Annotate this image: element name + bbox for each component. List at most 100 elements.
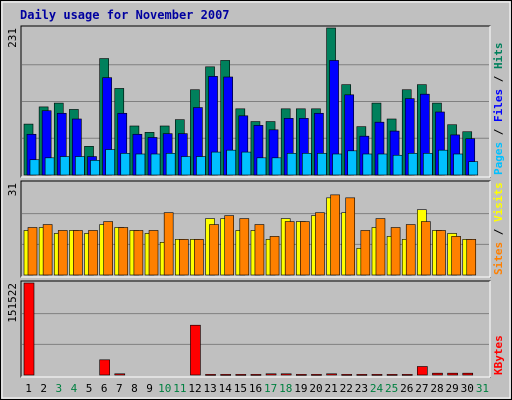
bar-pages-day-3 — [59, 156, 70, 176]
x-tick-label-day-2: 2 — [40, 382, 47, 395]
bar-sites-day-27 — [421, 221, 431, 276]
bar-pages-day-28 — [438, 149, 448, 176]
bar-pages-day-18 — [286, 153, 297, 176]
legend-separator: / — [492, 69, 505, 89]
bar-pages-day-6 — [105, 149, 115, 176]
bar-pages-day-8 — [135, 153, 146, 176]
bar-kbytes-day-21 — [326, 373, 337, 376]
bar-sites-day-12 — [194, 239, 204, 276]
x-tick-label-day-12: 12 — [188, 382, 201, 395]
bar-sites-day-1 — [27, 227, 38, 276]
bar-kbytes-day-19 — [296, 374, 307, 376]
bar-pages-day-13 — [211, 151, 221, 176]
bar-pages-day-4 — [75, 156, 85, 176]
bar-pages-day-2 — [44, 157, 55, 176]
legend-pages-files-hits: Pages / Files / Hits — [492, 43, 505, 176]
x-tick-label-day-1: 1 — [25, 382, 32, 395]
bar-sites-day-28 — [436, 230, 446, 276]
chart-panels: 231 Pages / Files / Hits 31 Sites / Visits 1… — [6, 25, 505, 378]
legend-item-kbytes: KBytes — [492, 335, 505, 375]
x-tick-label-day-16: 16 — [249, 382, 262, 395]
legend-sites-visits: Sites / Visits — [492, 182, 505, 275]
bar-sites-day-10 — [163, 212, 174, 276]
bar-sites-day-26 — [405, 224, 416, 276]
bar-sites-day-15 — [239, 218, 250, 276]
legend-item-files: Files — [492, 89, 505, 122]
y-max-label: 31 — [6, 183, 19, 196]
bar-sites-day-4 — [73, 230, 83, 276]
bar-sites-day-19 — [300, 221, 310, 276]
bar-sites-day-20 — [315, 212, 325, 276]
x-tick-label-day-14: 14 — [219, 382, 233, 395]
bar-sites-day-25 — [390, 227, 401, 276]
bar-sites-day-30 — [466, 239, 477, 276]
bar-kbytes-day-17 — [265, 373, 277, 376]
bar-kbytes-day-28 — [432, 372, 443, 376]
x-tick-label-day-5: 5 — [86, 382, 93, 395]
bar-sites-day-29 — [451, 236, 461, 276]
x-tick-label-day-23: 23 — [355, 382, 368, 395]
x-tick-label-day-29: 29 — [446, 382, 459, 395]
bar-kbytes-day-20 — [311, 374, 322, 376]
bar-kbytes-day-18 — [280, 373, 292, 376]
x-tick-label-day-13: 13 — [203, 382, 216, 395]
bar-sites-day-23 — [360, 230, 371, 276]
bar-pages-day-14 — [226, 149, 236, 176]
bar-kbytes-day-13 — [205, 374, 216, 376]
bar-kbytes-day-22 — [341, 374, 353, 376]
x-tick-label-day-26: 26 — [400, 382, 413, 395]
bar-kbytes-day-1 — [23, 282, 35, 376]
bar-pages-day-1 — [29, 159, 40, 176]
bar-kbytes-day-30 — [462, 372, 474, 376]
legend-item-pages: Pages — [492, 142, 505, 175]
bar-kbytes-day-15 — [235, 374, 247, 376]
bar-pages-day-11 — [180, 156, 191, 176]
legend-item-sites: Sites — [492, 242, 505, 275]
legend-item-visits: Visits — [492, 182, 505, 222]
bar-pages-day-9 — [150, 153, 161, 176]
x-tick-label-day-11: 11 — [173, 382, 186, 395]
x-tick-label-day-3: 3 — [56, 382, 63, 395]
bar-pages-day-26 — [407, 153, 418, 176]
x-tick-label-day-7: 7 — [116, 382, 123, 395]
x-tick-label-day-22: 22 — [340, 382, 353, 395]
bar-kbytes-day-27 — [417, 366, 428, 376]
bar-kbytes-day-29 — [447, 372, 458, 376]
bar-pages-day-29 — [453, 153, 463, 176]
bar-pages-day-27 — [423, 153, 433, 176]
bar-pages-day-19 — [302, 153, 312, 176]
bar-sites-day-13 — [209, 224, 219, 276]
bar-sites-day-6 — [103, 221, 113, 276]
x-tick-label-day-27: 27 — [415, 382, 428, 395]
y-max-label: 151522 — [6, 283, 19, 323]
y-max-label: 231 — [6, 28, 19, 48]
bar-pages-day-21 — [332, 153, 342, 176]
x-tick-label-day-21: 21 — [325, 382, 338, 395]
bar-pages-day-24 — [377, 153, 388, 176]
x-tick-label-day-30: 30 — [461, 382, 474, 395]
bar-sites-day-16 — [254, 224, 265, 276]
x-tick-label-day-28: 28 — [430, 382, 443, 395]
bar-sites-day-2 — [42, 224, 53, 276]
bar-sites-day-11 — [178, 239, 189, 276]
bar-kbytes-day-16 — [250, 374, 262, 376]
x-tick-label-day-18: 18 — [279, 382, 292, 395]
bar-sites-day-3 — [57, 230, 68, 276]
bar-kbytes-day-7 — [114, 373, 126, 376]
x-tick-label-day-19: 19 — [294, 382, 307, 395]
legend-item-hits: Hits — [492, 43, 505, 70]
bar-pages-day-23 — [362, 153, 373, 176]
bar-kbytes-day-6 — [99, 359, 110, 376]
legend-separator: / — [492, 122, 505, 142]
bar-pages-day-20 — [317, 153, 327, 176]
bar-sites-day-5 — [88, 230, 98, 276]
bar-sites-day-7 — [118, 227, 129, 276]
legend-text: KBytes — [492, 335, 505, 375]
bar-pages-day-12 — [196, 156, 206, 176]
x-tick-label-day-20: 20 — [309, 382, 322, 395]
x-tick-label-day-31: 31 — [476, 382, 489, 395]
bar-pages-day-17 — [271, 157, 282, 176]
legend-text: Pages / Files / Hits — [492, 43, 505, 176]
x-tick-label-day-25: 25 — [385, 382, 398, 395]
